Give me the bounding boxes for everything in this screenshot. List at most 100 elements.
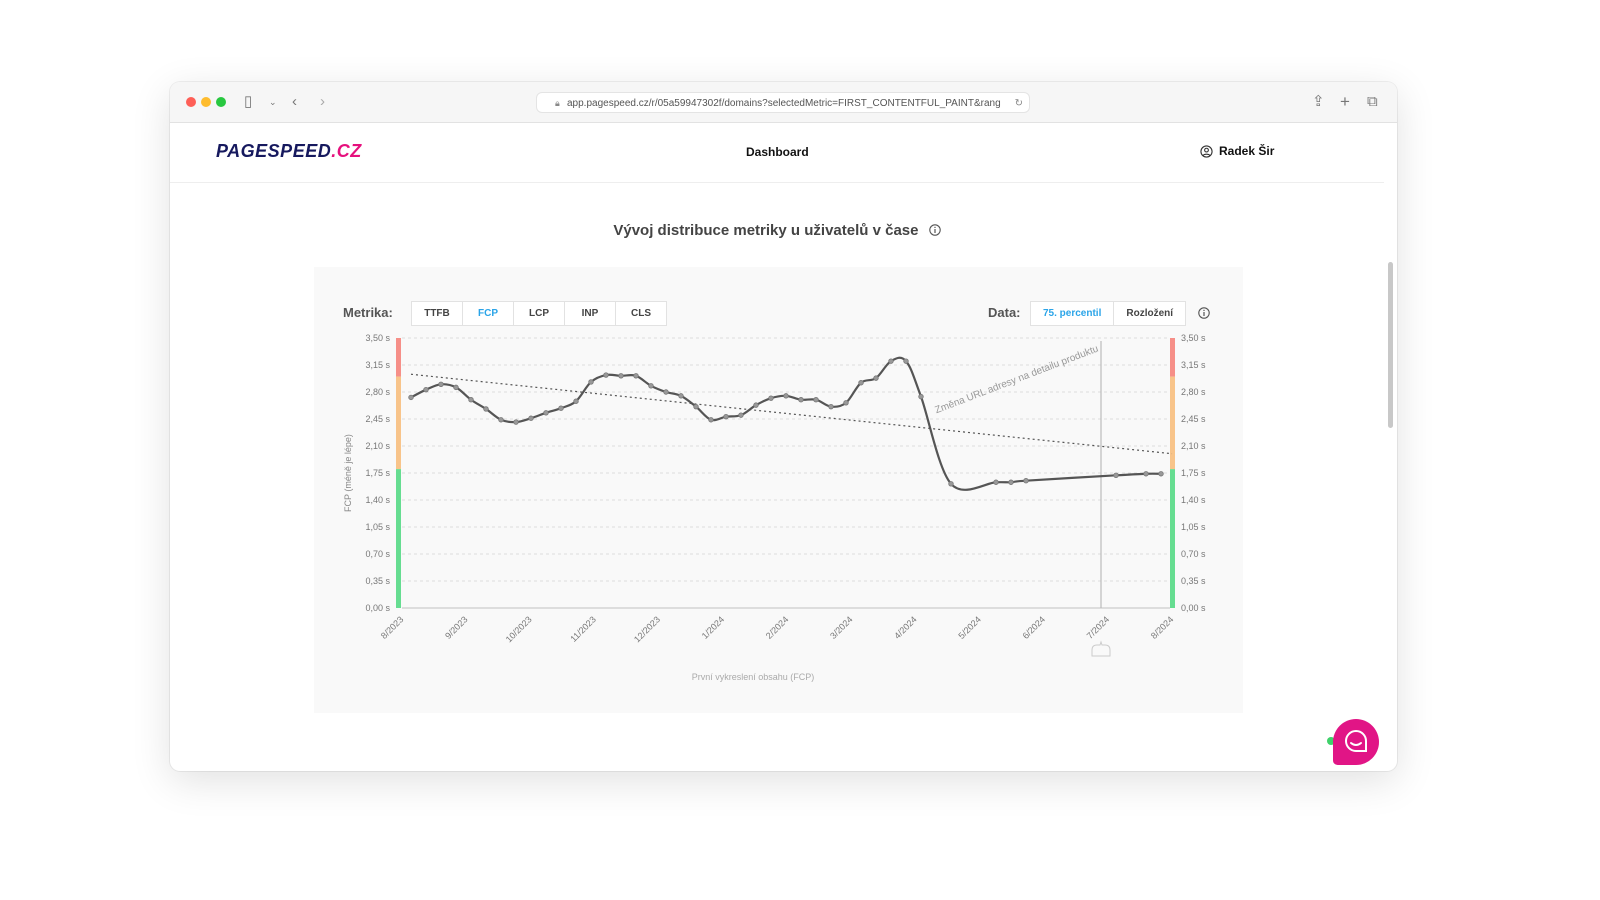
data-info-icon[interactable] xyxy=(1198,307,1210,319)
new-tab-icon[interactable]: + xyxy=(1340,92,1350,111)
annotation-marker-icon xyxy=(1091,640,1111,657)
x-tick-label: 10/2023 xyxy=(504,614,534,644)
tab-ttfb[interactable]: TTFB xyxy=(412,302,463,325)
data-point xyxy=(828,403,834,410)
annotation-label: Změna URL adresy na detailu produktu xyxy=(934,344,1101,417)
data-point xyxy=(813,397,819,403)
data-point xyxy=(1158,471,1164,477)
data-selector: 75. percentil Rozložení xyxy=(1030,301,1187,326)
data-point xyxy=(513,419,519,425)
data-point xyxy=(753,402,759,408)
metric-label: Metrika: xyxy=(343,305,393,320)
nav-dashboard[interactable]: Dashboard xyxy=(746,145,809,159)
logo[interactable]: PAGESPEED.CZ xyxy=(216,141,362,161)
data-point xyxy=(948,481,954,487)
x-tick-label: 12/2023 xyxy=(632,614,662,644)
y-tick-label-left: 3,15 s xyxy=(365,360,390,370)
url-text: app.pagespeed.cz/r/05a59947302f/domains?… xyxy=(567,98,1001,109)
online-status-dot xyxy=(1327,737,1335,745)
x-tick-label: 8/2024 xyxy=(1149,614,1176,641)
data-point xyxy=(858,380,864,386)
address-bar[interactable]: 🔒︎ app.pagespeed.cz/r/05a59947302f/domai… xyxy=(536,92,1030,113)
data-point xyxy=(588,379,594,385)
data-point xyxy=(798,397,804,403)
x-tick-label: 9/2023 xyxy=(443,614,470,641)
lock-icon: 🔒︎ xyxy=(555,98,560,108)
chat-button[interactable] xyxy=(1333,719,1379,765)
data-point xyxy=(423,386,429,393)
y-tick-label-right: 2,80 s xyxy=(1181,387,1206,397)
y-tick-label-left: 1,40 s xyxy=(365,495,390,505)
y-tick-label-left: 3,50 s xyxy=(365,333,390,343)
y-tick-label-right: 1,40 s xyxy=(1181,495,1206,505)
poor-band-left xyxy=(396,338,401,377)
y-tick-label-left: 2,80 s xyxy=(365,387,390,397)
y-tick-label-right: 2,45 s xyxy=(1181,414,1206,424)
y-tick-label-right: 0,00 s xyxy=(1181,603,1206,613)
data-point xyxy=(708,417,714,423)
close-window-button[interactable] xyxy=(186,97,196,107)
section-title-text: Vývoj distribuce metriky u uživatelů v č… xyxy=(613,222,919,239)
series-line xyxy=(410,356,1162,491)
data-point xyxy=(528,415,534,421)
tab-fcp[interactable]: FCP xyxy=(463,302,514,325)
needs-improvement-band-left xyxy=(396,376,401,470)
data-point xyxy=(498,417,504,423)
sidebar-icon[interactable]: ▯ xyxy=(244,93,253,110)
x-tick-label: 7/2024 xyxy=(1085,614,1112,641)
data-point xyxy=(738,412,744,418)
info-icon[interactable] xyxy=(928,224,941,236)
data-point xyxy=(918,393,924,400)
chevron-down-icon[interactable]: ⌄ xyxy=(269,97,277,107)
x-tick-label: 4/2024 xyxy=(892,614,919,641)
forward-icon[interactable]: › xyxy=(320,93,325,110)
x-tick-label: 6/2024 xyxy=(1021,614,1048,641)
y-tick-label-right: 2,10 s xyxy=(1181,441,1206,451)
data-point xyxy=(693,403,699,410)
share-icon[interactable]: ⇪ xyxy=(1312,93,1325,110)
y-tick-label-left: 2,45 s xyxy=(365,414,390,424)
x-tick-label: 1/2024 xyxy=(700,614,727,641)
data-point xyxy=(993,479,999,485)
site-header: PAGESPEED.CZ Dashboard Radek Šir xyxy=(170,123,1384,183)
fcp-line-chart: 0,00 s 0,00 s 0,35 s 0,35 s 0,70 s 0,70 s 1,05… xyxy=(343,333,1206,682)
browser-toolbar: ▯ ⌄ ‹ › 🔒︎ app.pagespeed.cz/r/05a5994730… xyxy=(170,82,1397,123)
data-point xyxy=(1023,478,1029,484)
poor-band-right xyxy=(1170,338,1175,377)
tab-cls[interactable]: CLS xyxy=(631,308,651,319)
data-point xyxy=(1113,472,1119,479)
data-point xyxy=(618,373,624,379)
x-axis-label: První vykreslení obsahu (FCP) xyxy=(692,672,815,682)
data-point xyxy=(903,358,909,364)
data-point xyxy=(783,393,789,399)
page-scrollbar[interactable] xyxy=(1388,262,1393,428)
x-tick-label: 11/2023 xyxy=(568,614,598,644)
reload-icon[interactable]: ↻ xyxy=(1014,98,1023,109)
data-option-rozlo-en[interactable]: Rozložení xyxy=(1126,308,1174,319)
user-menu[interactable]: Radek Šir xyxy=(1200,144,1274,158)
tab-lcp[interactable]: LCP xyxy=(514,302,565,325)
data-label: Data: xyxy=(988,305,1021,320)
data-point xyxy=(843,400,849,406)
y-tick-label-left: 0,70 s xyxy=(365,549,390,559)
minimize-window-button[interactable] xyxy=(201,97,211,107)
y-tick-label-right: 3,50 s xyxy=(1181,333,1206,343)
data-point xyxy=(438,381,444,387)
y-tick-label-right: 0,70 s xyxy=(1181,549,1206,559)
browser-window: ▯ ⌄ ‹ › 🔒︎ app.pagespeed.cz/r/05a5994730… xyxy=(170,82,1397,771)
back-icon[interactable]: ‹ xyxy=(292,93,297,110)
data-point xyxy=(648,383,654,389)
x-tick-label: 8/2023 xyxy=(379,614,406,641)
data-point xyxy=(663,389,669,395)
data-option-75-percentil[interactable]: 75. percentil xyxy=(1031,302,1115,325)
tabs-icon[interactable]: ⧉ xyxy=(1367,93,1378,110)
data-point xyxy=(1143,471,1149,477)
data-point xyxy=(873,375,879,381)
needs-improvement-band-right xyxy=(1170,376,1175,470)
data-point xyxy=(453,384,459,391)
good-band-right xyxy=(1170,469,1175,608)
maximize-window-button[interactable] xyxy=(216,97,226,107)
data-point xyxy=(678,393,684,399)
y-tick-label-right: 3,15 s xyxy=(1181,360,1206,370)
tab-inp[interactable]: INP xyxy=(565,302,616,325)
